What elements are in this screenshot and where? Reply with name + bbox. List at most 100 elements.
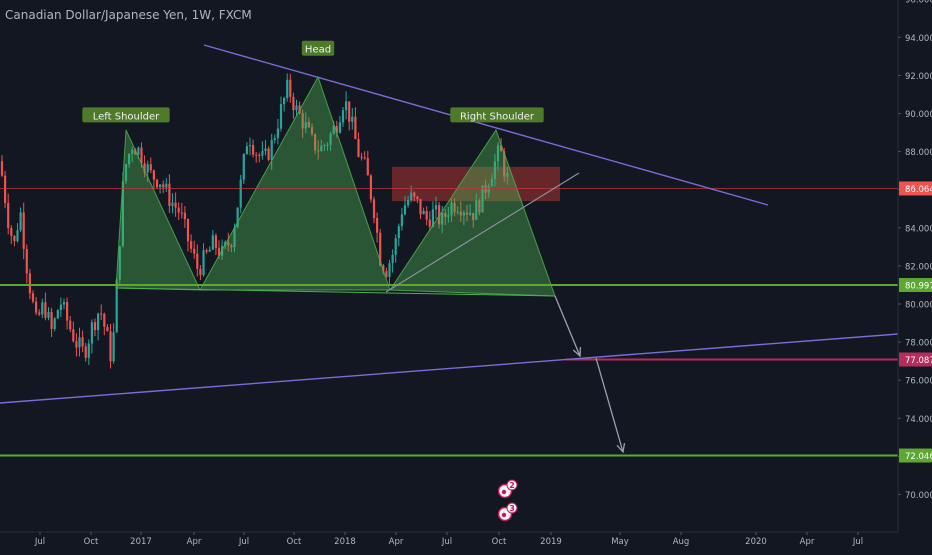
candle-body <box>369 175 372 200</box>
candle-body <box>314 133 317 151</box>
candle-body <box>47 312 50 318</box>
candle-body <box>72 329 75 342</box>
candle-body <box>13 235 16 242</box>
annotation-box <box>82 107 170 123</box>
candle-body <box>255 154 258 156</box>
candle-body <box>25 249 28 274</box>
candle-body <box>407 200 410 206</box>
candle-body <box>53 318 56 329</box>
x-tick-label: Jul <box>852 537 863 547</box>
x-tick-label: 2019 <box>540 537 562 547</box>
price-label: 80.997 <box>905 282 932 292</box>
candle-body <box>481 185 484 213</box>
candle-body <box>413 192 416 197</box>
x-tick-label: 2018 <box>334 537 356 547</box>
candle-body <box>503 151 506 177</box>
candle-body <box>134 149 137 155</box>
candle-body <box>363 157 366 159</box>
annotation-box <box>301 40 335 56</box>
x-tick-label: Oct <box>287 537 302 547</box>
candle-body <box>121 181 124 247</box>
candle-body <box>444 213 447 217</box>
price-label: 77.087 <box>905 356 932 366</box>
candle-body <box>140 147 143 164</box>
candle-body <box>233 227 236 248</box>
candle-body <box>416 196 419 199</box>
candle-body <box>422 210 425 215</box>
candle-body <box>35 301 38 313</box>
candle-body <box>376 218 379 233</box>
candle-body <box>385 271 388 277</box>
candle-body <box>500 145 503 152</box>
candle-body <box>459 211 462 216</box>
candle-body <box>379 232 382 266</box>
candle-body <box>397 226 400 239</box>
candle-body <box>292 96 295 111</box>
candle-body <box>137 147 140 155</box>
candle-body <box>450 202 453 216</box>
candle-body <box>279 104 283 129</box>
candle-body <box>31 293 35 302</box>
candle-body <box>394 238 397 255</box>
candle-body <box>22 212 25 250</box>
annotation-head: Head <box>301 40 335 56</box>
candle-body <box>174 202 177 208</box>
candle-body <box>434 205 438 210</box>
candle-body <box>490 179 493 187</box>
lines-layer <box>0 44 899 457</box>
annotation-box <box>450 107 544 123</box>
candle-body <box>131 149 134 154</box>
candle-body <box>202 250 205 276</box>
candle-body <box>0 161 4 176</box>
candle-body <box>441 213 444 225</box>
candle-body <box>84 346 87 358</box>
y-tick-label: 74.000 <box>905 415 932 425</box>
candle-body <box>341 110 345 123</box>
candle-body <box>264 148 267 152</box>
candle-body <box>143 163 146 173</box>
candle-body <box>4 175 7 203</box>
candle-body <box>38 312 41 315</box>
candle-body <box>428 219 431 227</box>
annotation-right-shoulder: Right Shoulder <box>450 107 544 123</box>
price-label: 86.064 <box>905 185 932 195</box>
candle-body <box>199 268 202 276</box>
candle-body <box>81 337 84 347</box>
candle-body <box>165 183 168 188</box>
event-marker-1[interactable]: 2 <box>497 479 518 499</box>
candle-body <box>267 148 270 160</box>
candle-body <box>248 145 252 147</box>
candle-body <box>115 279 118 333</box>
candle-body <box>338 122 341 133</box>
price-axis[interactable] <box>898 0 932 550</box>
y-tick-label: 92.000 <box>905 72 932 82</box>
projection-arrow-1 <box>554 295 581 357</box>
event-marker-2[interactable]: 3 <box>497 502 518 522</box>
event-marker-dot <box>501 512 507 518</box>
candle-body <box>155 179 159 188</box>
candle-body <box>258 155 261 157</box>
candle-body <box>425 210 428 220</box>
candle-body <box>128 153 131 165</box>
candle-body <box>354 116 357 139</box>
candle-body <box>193 248 196 254</box>
candle-body <box>335 125 338 133</box>
price-label-box <box>899 181 932 196</box>
x-tick-label: Aug <box>673 537 690 547</box>
candle-body <box>245 146 248 155</box>
candle-body <box>462 212 465 216</box>
candle-body <box>475 200 478 220</box>
x-tick-label: Apr <box>187 537 202 547</box>
candle-body <box>177 207 180 213</box>
y-tick-label: 94.000 <box>905 34 932 44</box>
x-tick-label: Oct <box>492 537 507 547</box>
candle-body <box>465 212 469 215</box>
candle-body <box>103 313 106 327</box>
y-tick-label: 78.000 <box>905 339 932 349</box>
head-shape <box>199 75 391 291</box>
projection-arrow-2-head <box>616 443 626 454</box>
candle-body <box>400 214 403 227</box>
candle-body <box>208 249 211 252</box>
